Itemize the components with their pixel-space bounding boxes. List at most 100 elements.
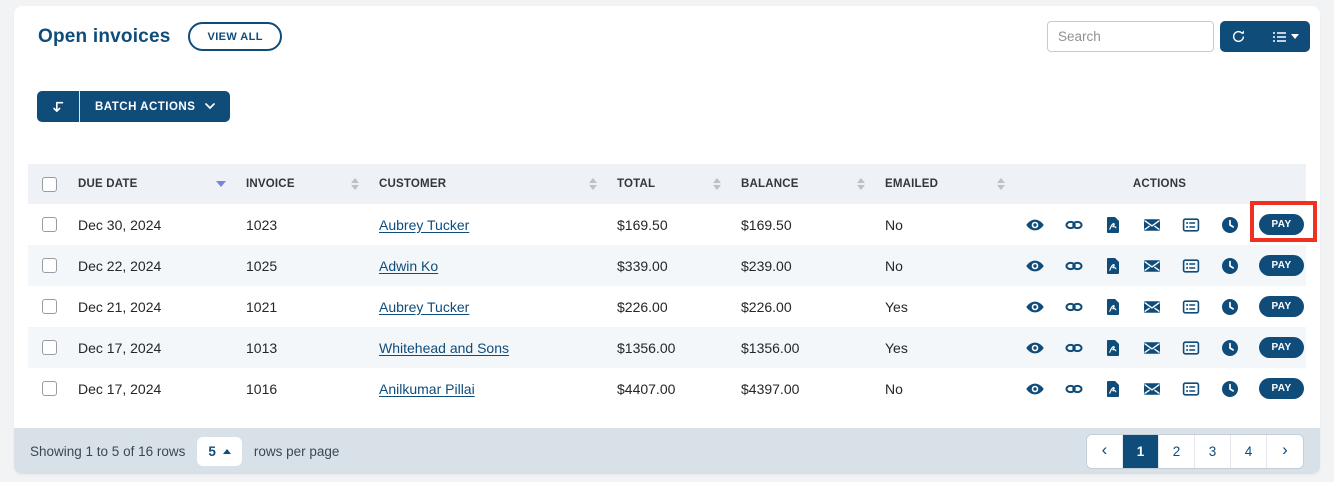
row-select-cell	[28, 368, 70, 409]
view-icon[interactable]	[1025, 215, 1045, 235]
link-icon[interactable]	[1064, 297, 1084, 317]
customer-link[interactable]: Adwin Ko	[379, 257, 439, 274]
invoice-row: Dec 17, 2024 1013 Whitehead and Sons $13…	[28, 327, 1306, 368]
customer-link[interactable]: Aubrey Tucker	[379, 216, 470, 233]
view-icon[interactable]	[1025, 379, 1045, 399]
select-all-checkbox[interactable]	[42, 176, 57, 192]
column-header-invoice[interactable]: INVOICE	[238, 164, 371, 204]
sort-icon	[997, 178, 1005, 190]
link-icon[interactable]	[1064, 256, 1084, 276]
invoice-row: Dec 17, 2024 1016 Anilkumar Pillai $4407…	[28, 368, 1306, 409]
emailed-cell: No	[885, 380, 903, 397]
due-date-cell: Dec 30, 2024	[78, 216, 162, 233]
history-clock-icon[interactable]	[1220, 297, 1240, 317]
pdf-icon[interactable]	[1103, 297, 1123, 317]
email-icon[interactable]	[1142, 379, 1162, 399]
actions-cell: PAY	[1017, 245, 1306, 286]
actions-cell: PAY	[1017, 286, 1306, 327]
pay-button[interactable]: PAY	[1259, 337, 1304, 358]
history-clock-icon[interactable]	[1220, 379, 1240, 399]
total-cell: $339.00	[617, 257, 668, 274]
details-icon[interactable]	[1181, 215, 1201, 235]
invoice-row: Dec 21, 2024 1021 Aubrey Tucker $226.00 …	[28, 286, 1306, 327]
pagination-prev-button[interactable]: ‹	[1087, 434, 1123, 468]
total-cell: $226.00	[617, 298, 668, 315]
batch-actions-button[interactable]: BATCH ACTIONS	[80, 91, 231, 122]
invoice-number-cell: 1013	[246, 339, 278, 356]
columns-dropdown-icon[interactable]	[1273, 31, 1299, 43]
emailed-cell: No	[885, 216, 903, 233]
customer-link[interactable]: Anilkumar Pillai	[379, 380, 475, 397]
link-icon[interactable]	[1064, 379, 1084, 399]
invoice-number-cell: 1021	[246, 298, 278, 315]
invoices-table: DUE DATE INVOICE CUSTOMER TOTAL BALANCE	[28, 164, 1306, 409]
view-icon[interactable]	[1025, 256, 1045, 276]
details-icon[interactable]	[1181, 338, 1201, 358]
pay-button[interactable]: PAY	[1259, 378, 1304, 399]
history-clock-icon[interactable]	[1220, 215, 1240, 235]
pagination-page-2[interactable]: 2	[1159, 434, 1195, 468]
chevron-down-icon	[205, 103, 216, 110]
email-icon[interactable]	[1142, 256, 1162, 276]
customer-link[interactable]: Whitehead and Sons	[379, 339, 509, 356]
view-all-button[interactable]: VIEW ALL	[188, 22, 282, 51]
search-input[interactable]	[1047, 21, 1214, 52]
refresh-icon[interactable]	[1231, 29, 1246, 44]
total-cell: $4407.00	[617, 380, 676, 397]
link-icon[interactable]	[1064, 215, 1084, 235]
pagination-page-4[interactable]: 4	[1231, 434, 1267, 468]
column-header-balance[interactable]: BALANCE	[733, 164, 877, 204]
details-icon[interactable]	[1181, 297, 1201, 317]
batch-actions-bar: BATCH ACTIONS	[37, 91, 231, 122]
details-icon[interactable]	[1181, 256, 1201, 276]
pagination-page-3[interactable]: 3	[1195, 434, 1231, 468]
row-checkbox[interactable]	[42, 381, 57, 396]
table-footer: Showing 1 to 5 of 16 rows 5 rows per pag…	[14, 428, 1320, 474]
balance-cell: $226.00	[741, 298, 792, 315]
invoice-row: Dec 22, 2024 1025 Adwin Ko $339.00 $239.…	[28, 245, 1306, 286]
pagination-page-1[interactable]: 1	[1123, 434, 1159, 468]
rows-per-page-dropdown[interactable]: 5	[197, 436, 242, 466]
pdf-icon[interactable]	[1103, 338, 1123, 358]
details-icon[interactable]	[1181, 379, 1201, 399]
row-checkbox[interactable]	[42, 258, 57, 273]
history-clock-icon[interactable]	[1220, 256, 1240, 276]
pdf-icon[interactable]	[1103, 256, 1123, 276]
customer-link[interactable]: Aubrey Tucker	[379, 298, 470, 315]
column-header-emailed[interactable]: EMAILED	[877, 164, 1017, 204]
row-checkbox[interactable]	[42, 299, 57, 314]
export-download-button[interactable]	[37, 91, 80, 122]
table-header-row: DUE DATE INVOICE CUSTOMER TOTAL BALANCE	[28, 164, 1306, 204]
emailed-cell: Yes	[885, 339, 908, 356]
sort-icon	[713, 178, 721, 190]
row-select-cell	[28, 286, 70, 327]
rows-per-page-label: rows per page	[253, 443, 340, 459]
column-header-actions: ACTIONS	[1132, 178, 1187, 190]
column-header-customer[interactable]: CUSTOMER	[371, 164, 609, 204]
arrow-down-icon	[53, 101, 64, 112]
pay-button[interactable]: PAY	[1259, 214, 1304, 235]
pay-button[interactable]: PAY	[1259, 296, 1304, 317]
pdf-icon[interactable]	[1103, 215, 1123, 235]
column-header-due-date[interactable]: DUE DATE	[70, 164, 238, 204]
row-checkbox[interactable]	[42, 217, 57, 232]
row-select-cell	[28, 245, 70, 286]
history-clock-icon[interactable]	[1220, 338, 1240, 358]
email-icon[interactable]	[1142, 215, 1162, 235]
email-icon[interactable]	[1142, 297, 1162, 317]
sort-icon	[589, 178, 597, 190]
pagination-next-button[interactable]: ›	[1267, 434, 1303, 468]
pay-button[interactable]: PAY	[1259, 255, 1304, 276]
view-icon[interactable]	[1025, 338, 1045, 358]
view-icon[interactable]	[1025, 297, 1045, 317]
invoice-number-cell: 1025	[246, 257, 278, 274]
actions-cell: PAY	[1017, 368, 1306, 409]
row-select-cell	[28, 327, 70, 368]
total-cell: $1356.00	[617, 339, 676, 356]
email-icon[interactable]	[1142, 338, 1162, 358]
pdf-icon[interactable]	[1103, 379, 1123, 399]
row-checkbox[interactable]	[42, 340, 57, 355]
link-icon[interactable]	[1064, 338, 1084, 358]
column-header-total[interactable]: TOTAL	[609, 164, 733, 204]
invoice-row: Dec 30, 2024 1023 Aubrey Tucker $169.50 …	[28, 204, 1306, 245]
